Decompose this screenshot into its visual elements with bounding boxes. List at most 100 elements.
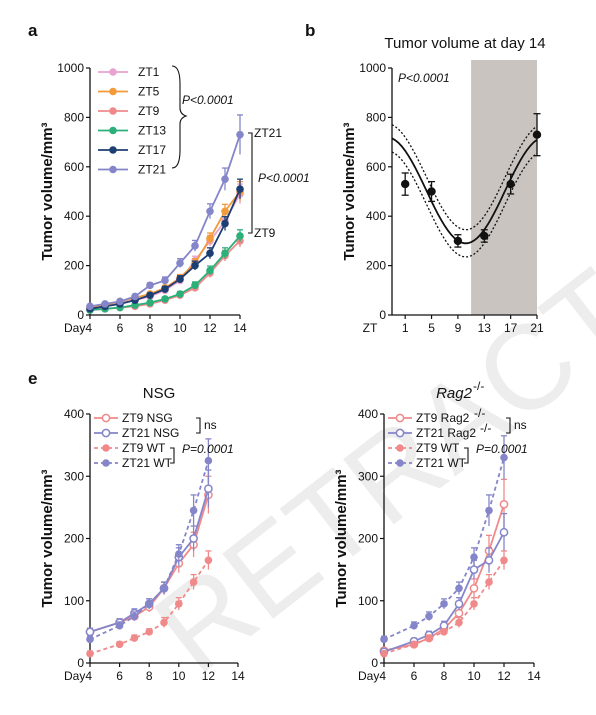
p-bracket	[170, 447, 175, 464]
legend-marker	[396, 444, 404, 452]
legend-marker	[395, 428, 405, 438]
data-point	[425, 634, 433, 642]
data-point	[500, 556, 508, 565]
x-tick-label: Day4	[358, 669, 386, 683]
data-point	[191, 261, 199, 270]
data-point	[410, 640, 418, 649]
data-point	[499, 499, 509, 509]
data-point	[499, 527, 509, 537]
data-point	[176, 259, 184, 267]
x-tick-label: 1	[402, 321, 409, 335]
ns-bracket	[196, 417, 201, 434]
data-point	[454, 599, 464, 609]
bracket-label-zt21: ZT21	[254, 126, 282, 140]
series-line	[89, 559, 210, 655]
y-tick-label: 0	[371, 656, 378, 670]
data-point	[380, 635, 388, 644]
y-tick-label: 100	[64, 594, 84, 608]
legend-label: ZT9 NSG	[122, 411, 173, 425]
data-point	[469, 565, 479, 574]
y-axis-label: Tumor volume/mm³	[333, 469, 350, 607]
data-point	[454, 608, 464, 618]
panel-a-tumor-growth: a 0 200 400 600 800 1000 Day4 6 8 10 12 14 Tumor volu…	[28, 21, 310, 335]
series-zt17	[86, 178, 244, 313]
legend-marker	[396, 459, 404, 467]
series-zt21-wt	[380, 435, 508, 644]
series-zt21-wt	[86, 438, 213, 644]
legend-marker	[101, 413, 111, 423]
y-tick-label: 200	[366, 259, 386, 273]
data-point	[470, 600, 478, 608]
x-tick-label: 6	[116, 669, 123, 683]
series-zt21	[86, 114, 244, 311]
x-tick-label: 5	[428, 321, 435, 335]
data-point	[146, 291, 154, 300]
data-point	[440, 600, 448, 608]
x-tick-label: 10	[467, 669, 481, 683]
y-tick-label: 800	[64, 110, 84, 124]
data-point	[453, 236, 463, 246]
x-tick-label: 14	[233, 321, 247, 335]
data-point	[204, 456, 213, 465]
panel-e-title-sup: -/-	[473, 379, 484, 393]
data-point	[485, 578, 493, 586]
x-tick-label: 10	[172, 669, 186, 683]
data-point	[146, 281, 154, 290]
data-point	[440, 628, 448, 636]
data-point	[455, 618, 463, 627]
y-tick-label: 300	[64, 469, 84, 483]
data-point	[455, 584, 463, 593]
y-tick-label: 100	[358, 594, 378, 608]
legend-label: ZT21 Rag2	[416, 426, 476, 440]
legend-label: ZT9	[138, 104, 160, 118]
data-point	[130, 612, 139, 621]
x-tick-label: 8	[146, 669, 153, 683]
legend-label: ZT9 Rag2	[416, 411, 470, 425]
data-point	[161, 276, 169, 285]
ns-bracket	[506, 417, 511, 434]
legend-label: ZT5	[138, 85, 160, 99]
y-axis-label: Tumor volume/mm³	[39, 469, 56, 607]
y-axis-label: Tumor volume/mm³	[39, 122, 56, 260]
series-line	[383, 559, 505, 655]
data-point	[221, 249, 229, 258]
data-point	[85, 627, 95, 637]
x-tick-label: 13	[478, 321, 492, 335]
y-tick-label: 0	[379, 308, 386, 322]
x-tick-label: 9	[455, 321, 462, 335]
series-zt9-wt	[86, 550, 213, 658]
data-point	[236, 185, 244, 193]
panel-b-day14-rhythm: b Tumor volume at day 14 0 200 400 600 800 1000…	[305, 21, 546, 335]
x-prefix-label: ZT	[363, 321, 378, 335]
x-tick-label: 17	[504, 321, 518, 335]
p-value-rhythm: P<0.0001	[398, 71, 450, 85]
legend-marker	[102, 444, 110, 452]
data-point	[86, 649, 94, 658]
data-point	[425, 612, 433, 621]
panel-e-title: NSG	[143, 385, 176, 402]
ns-label: ns	[204, 418, 217, 432]
legend-marker	[101, 428, 111, 438]
ci-upper	[391, 124, 538, 231]
data-point	[146, 298, 154, 307]
y-tick-label: 600	[366, 160, 386, 174]
y-tick-label: 400	[64, 407, 84, 421]
data-point	[480, 231, 489, 241]
p-value-label: P=0.0001	[182, 442, 234, 456]
data-point	[532, 130, 542, 139]
data-point	[204, 484, 213, 494]
y-tick-label: 200	[64, 259, 84, 273]
data-point	[161, 285, 169, 293]
data-point	[206, 266, 214, 275]
data-point	[400, 179, 410, 189]
y-tick-label: 1000	[359, 61, 386, 75]
data-point	[160, 584, 168, 593]
data-point	[115, 640, 124, 649]
legend-label-sup: -/-	[474, 406, 485, 420]
dark-phase-shade	[471, 60, 537, 315]
y-tick-label: 400	[358, 407, 378, 421]
legend-marker	[395, 413, 405, 423]
legend-marker	[109, 126, 117, 135]
data-point	[221, 175, 229, 183]
data-point	[116, 297, 124, 306]
